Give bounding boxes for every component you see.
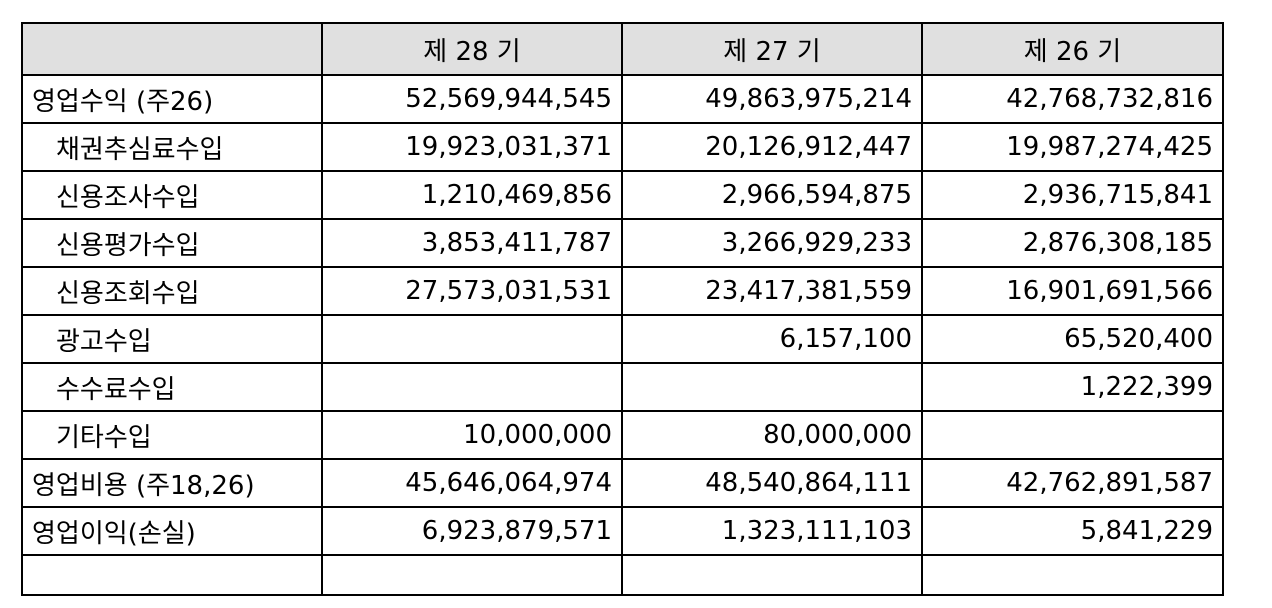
- table-row: 영업수익 (주26) 52,569,944,545 49,863,975,214 42…: [21, 74, 1224, 124]
- header-cell-period-28: 제 28 기: [321, 22, 623, 76]
- table-cell-value: 3,266,929,233: [621, 218, 923, 268]
- table-row: 신용평가수입 3,853,411,787 3,266,929,233 2,876,30…: [21, 218, 1224, 268]
- table-row: 영업비용 (주18,26) 45,646,064,974 48,540,864,11…: [21, 458, 1224, 508]
- table-cell-value: 1,222,399: [921, 362, 1224, 412]
- table-row: 채권추심료수입 19,923,031,371 20,126,912,447 19,98…: [21, 122, 1224, 172]
- table-cell-label: 수수료수입: [21, 362, 323, 412]
- table-cell-value: 80,000,000: [621, 410, 923, 460]
- table-cell-value: [921, 410, 1224, 460]
- income-statement-table: 제 28 기 제 27 기 제 26 기 영업수익 (주26) 52,569,94…: [21, 22, 1224, 596]
- table-cell-value: 42,768,732,816: [921, 74, 1224, 124]
- table-row-partial: [21, 554, 1224, 596]
- header-cell-period-27: 제 27 기: [621, 22, 923, 76]
- table-cell-value: 1,210,469,856: [321, 170, 623, 220]
- table-cell-label: 영업수익 (주26): [21, 74, 323, 124]
- table-row: 신용조사수입 1,210,469,856 2,966,594,875 2,936,71…: [21, 170, 1224, 220]
- header-cell-period-26: 제 26 기: [921, 22, 1224, 76]
- table-cell-label: 영업이익(손실): [21, 506, 323, 556]
- table-row: 기타수입 10,000,000 80,000,000: [21, 410, 1224, 460]
- table-cell-label: 광고수입: [21, 314, 323, 364]
- table-cell-value: 49,863,975,214: [621, 74, 923, 124]
- table-header-row: 제 28 기 제 27 기 제 26 기: [21, 22, 1224, 76]
- table-cell-value: 19,987,274,425: [921, 122, 1224, 172]
- table-cell-value: 6,157,100: [621, 314, 923, 364]
- table-cell-label: 기타수입: [21, 410, 323, 460]
- table-cell-label: [21, 554, 323, 596]
- header-cell-account: [21, 22, 323, 76]
- financial-statement: 제 28 기 제 27 기 제 26 기 영업수익 (주26) 52,569,94…: [21, 22, 1224, 596]
- table-body: 영업수익 (주26) 52,569,944,545 49,863,975,214 42…: [21, 74, 1224, 596]
- table-cell-value: 20,126,912,447: [621, 122, 923, 172]
- table-cell-label: 신용조사수입: [21, 170, 323, 220]
- table-row: 신용조회수입 27,573,031,531 23,417,381,559 16,901…: [21, 266, 1224, 316]
- table-cell-value: [621, 554, 923, 596]
- table-row: 수수료수입 1,222,399: [21, 362, 1224, 412]
- table-cell-value: 2,966,594,875: [621, 170, 923, 220]
- table-cell-value: [921, 554, 1224, 596]
- table-cell-value: 23,417,381,559: [621, 266, 923, 316]
- table-cell-value: 6,923,879,571: [321, 506, 623, 556]
- table-cell-value: 52,569,944,545: [321, 74, 623, 124]
- table-cell-value: [321, 362, 623, 412]
- table-cell-value: 2,936,715,841: [921, 170, 1224, 220]
- table-cell-label: 신용평가수입: [21, 218, 323, 268]
- table-cell-value: 5,841,229: [921, 506, 1224, 556]
- table-cell-value: [621, 362, 923, 412]
- table-cell-value: [321, 554, 623, 596]
- table-cell-value: [321, 314, 623, 364]
- table-cell-value: 45,646,064,974: [321, 458, 623, 508]
- table-cell-value: 27,573,031,531: [321, 266, 623, 316]
- table-cell-value: 3,853,411,787: [321, 218, 623, 268]
- table-cell-value: 16,901,691,566: [921, 266, 1224, 316]
- table-cell-value: 2,876,308,185: [921, 218, 1224, 268]
- table-cell-label: 채권추심료수입: [21, 122, 323, 172]
- table-row: 영업이익(손실) 6,923,879,571 1,323,111,103 5,841,…: [21, 506, 1224, 556]
- table-cell-value: 42,762,891,587: [921, 458, 1224, 508]
- table-cell-value: 48,540,864,111: [621, 458, 923, 508]
- table-cell-value: 1,323,111,103: [621, 506, 923, 556]
- table-cell-value: 65,520,400: [921, 314, 1224, 364]
- table-cell-value: 19,923,031,371: [321, 122, 623, 172]
- table-cell-label: 영업비용 (주18,26): [21, 458, 323, 508]
- table-cell-label: 신용조회수입: [21, 266, 323, 316]
- table-cell-value: 10,000,000: [321, 410, 623, 460]
- table-row: 광고수입 6,157,100 65,520,400: [21, 314, 1224, 364]
